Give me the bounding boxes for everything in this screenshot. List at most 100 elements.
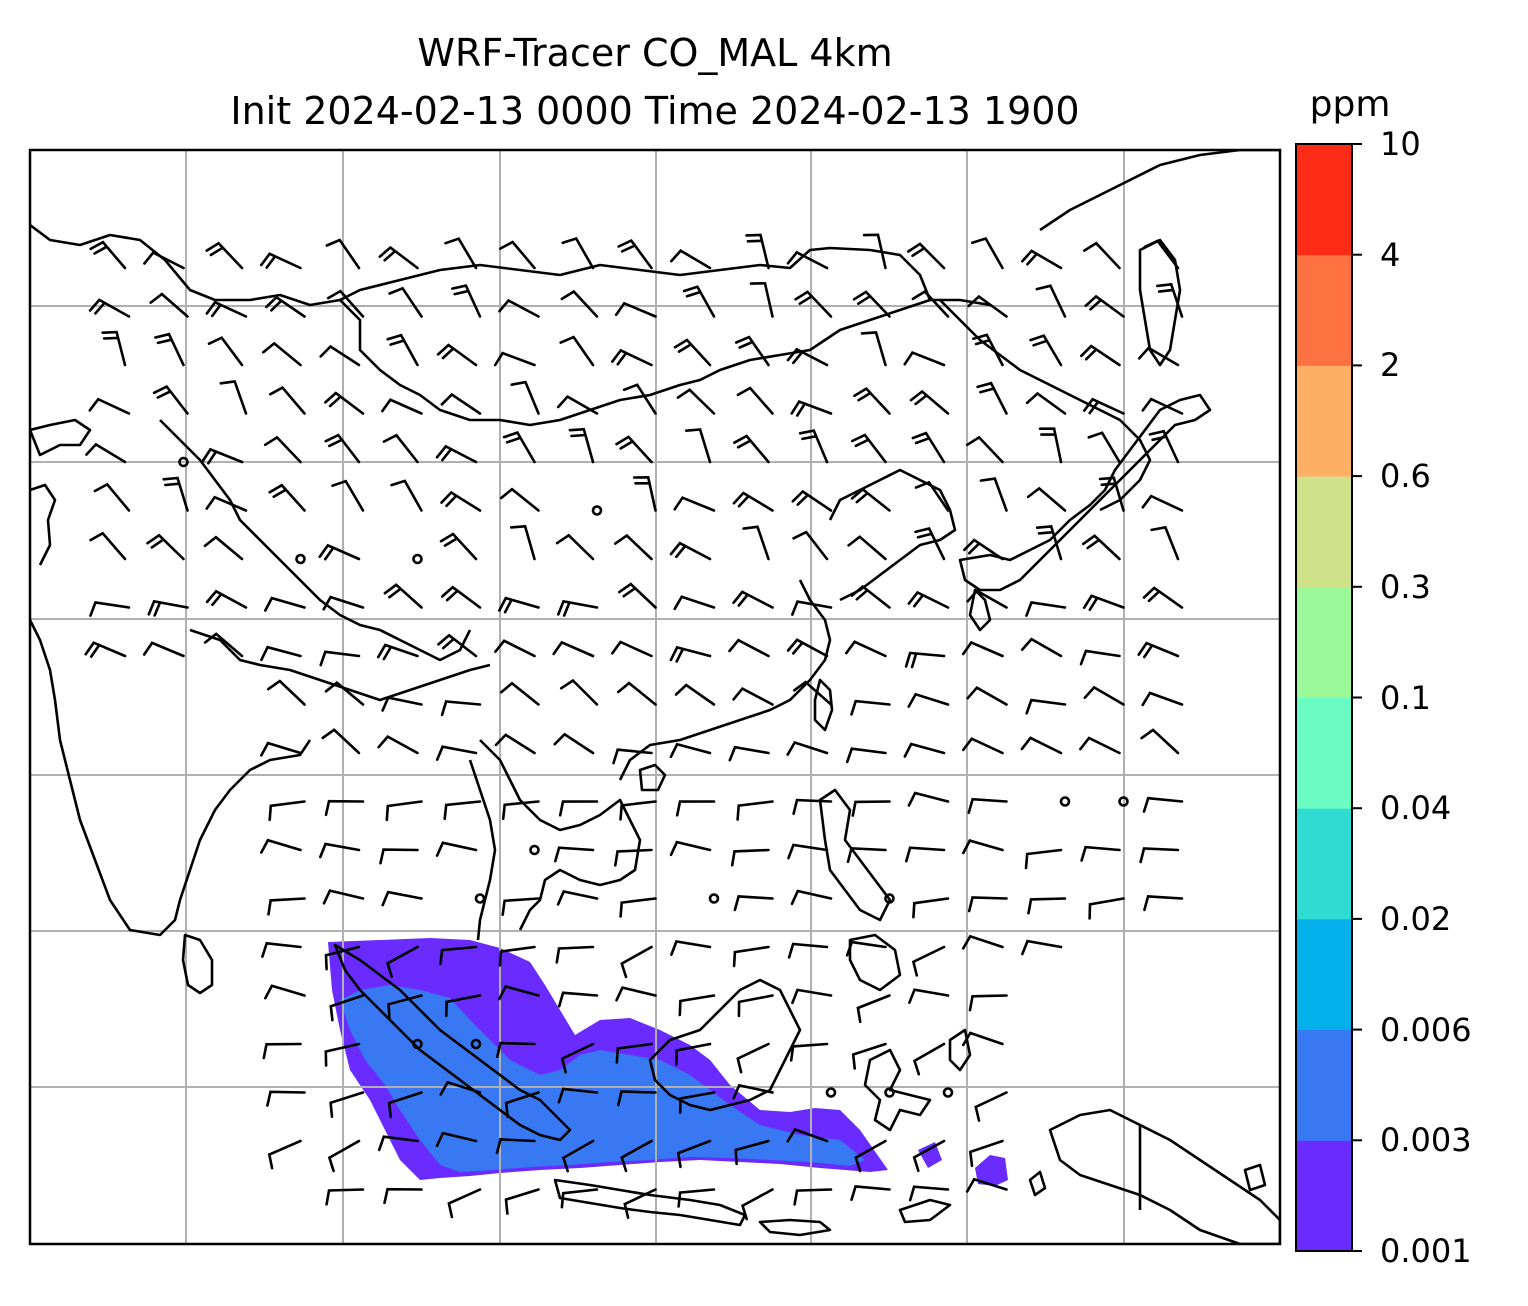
wind-barb <box>1143 239 1180 270</box>
wind-barb <box>386 945 419 978</box>
tracer-plume-mid <box>340 985 865 1172</box>
wind-barb <box>793 680 833 706</box>
wind-barb <box>852 290 891 318</box>
wind-barb <box>845 640 887 658</box>
wind-barb <box>676 388 716 415</box>
wind-barb <box>321 728 361 755</box>
wind-barb <box>974 1091 1008 1122</box>
wind-barb <box>911 945 946 977</box>
wind-barb <box>728 745 770 762</box>
wind-barb <box>966 686 1008 706</box>
calm-wind-marker <box>884 893 895 904</box>
wind-barb <box>203 632 244 658</box>
wind-barb <box>1080 344 1121 367</box>
wind-barb <box>263 435 302 464</box>
wind-barb <box>1087 431 1121 464</box>
wind-barb <box>787 942 829 959</box>
wind-barb <box>560 1042 595 1074</box>
wind-barb <box>673 595 716 611</box>
wind-barb <box>501 897 540 916</box>
wind-barb <box>326 289 365 318</box>
wind-barb <box>903 351 946 367</box>
wind-barb <box>614 301 657 318</box>
wind-barb <box>1080 845 1121 862</box>
calm-wind-marker <box>708 893 720 904</box>
wind-barb <box>736 386 774 415</box>
wind-barb <box>498 945 536 967</box>
wind-barb <box>383 583 423 609</box>
wind-barb <box>791 489 833 512</box>
wind-barb <box>451 284 482 318</box>
wind-barb <box>728 638 770 658</box>
wind-barb <box>1082 594 1125 612</box>
wind-barb <box>673 338 712 367</box>
wind-barb <box>152 384 189 415</box>
wind-barb <box>907 692 950 708</box>
colorbar-segment <box>1296 254 1352 366</box>
colorbar-tick-label: 0.3 <box>1380 567 1431 606</box>
wind-barb <box>737 994 774 1018</box>
wind-barb <box>88 298 131 318</box>
wind-barb <box>319 344 361 367</box>
wind-barb <box>439 532 478 561</box>
wind-barb <box>790 400 833 417</box>
wind-barb <box>435 1131 478 1148</box>
wind-barb <box>962 737 1004 755</box>
wind-barb <box>84 641 127 658</box>
wind-barb <box>971 236 1004 270</box>
colorbar-tick-label: 0.006 <box>1380 1010 1472 1049</box>
wind-barb <box>786 250 829 270</box>
coast-lesser-sunda <box>758 1218 832 1237</box>
wind-barb <box>1083 685 1125 706</box>
wind-barb <box>968 994 1008 1012</box>
wind-barb <box>499 681 540 706</box>
wind-barb <box>620 945 653 979</box>
wind-barb <box>318 543 361 561</box>
wind-barb <box>319 650 361 667</box>
wind-barb <box>732 590 774 609</box>
colorbar-tick-label: 0.001 <box>1380 1232 1472 1270</box>
wind-barb <box>670 249 712 270</box>
colorbar-ticks <box>1352 143 1362 1252</box>
wind-barb <box>494 639 536 658</box>
wind-barb <box>965 1177 1008 1193</box>
wind-barb <box>556 890 599 906</box>
wind-barb <box>786 347 829 367</box>
wind-barb <box>146 533 185 561</box>
coast-sulawesi <box>863 1048 932 1132</box>
wind-barb <box>559 678 599 706</box>
wind-barb <box>267 679 306 706</box>
wind-barb <box>268 800 306 822</box>
wind-barb <box>1137 641 1180 659</box>
wind-barb <box>912 897 950 919</box>
wind-barb <box>846 846 887 864</box>
wind-barb <box>732 686 774 706</box>
wind-barb <box>1142 586 1184 609</box>
wind-barb <box>561 236 595 270</box>
wind-barb <box>616 681 657 706</box>
wind-barb <box>440 392 482 415</box>
wind-barb <box>908 988 950 1004</box>
wind-barb <box>89 601 131 617</box>
wind-barb <box>554 846 595 863</box>
wind-barb <box>786 1127 829 1143</box>
wind-barb <box>101 330 127 367</box>
wind-barb <box>142 641 185 658</box>
wind-barb <box>673 496 716 512</box>
wind-barb <box>1035 525 1063 561</box>
wind-barb <box>1026 486 1067 512</box>
wind-barb <box>792 798 833 815</box>
wind-barb <box>615 1042 653 1064</box>
wind-barb <box>555 533 595 561</box>
coast-hainan <box>638 763 667 792</box>
wind-barb <box>914 526 946 561</box>
tracer-plume-low-east <box>975 1155 1008 1186</box>
wind-barb <box>619 897 657 918</box>
wind-barb <box>262 341 302 367</box>
wind-barb <box>1142 796 1184 813</box>
wind-barb <box>961 934 1004 950</box>
wind-barb <box>504 1188 540 1215</box>
wind-barbs <box>84 233 1184 1221</box>
wind-barb <box>265 295 306 318</box>
coast-kyushu <box>968 588 992 632</box>
